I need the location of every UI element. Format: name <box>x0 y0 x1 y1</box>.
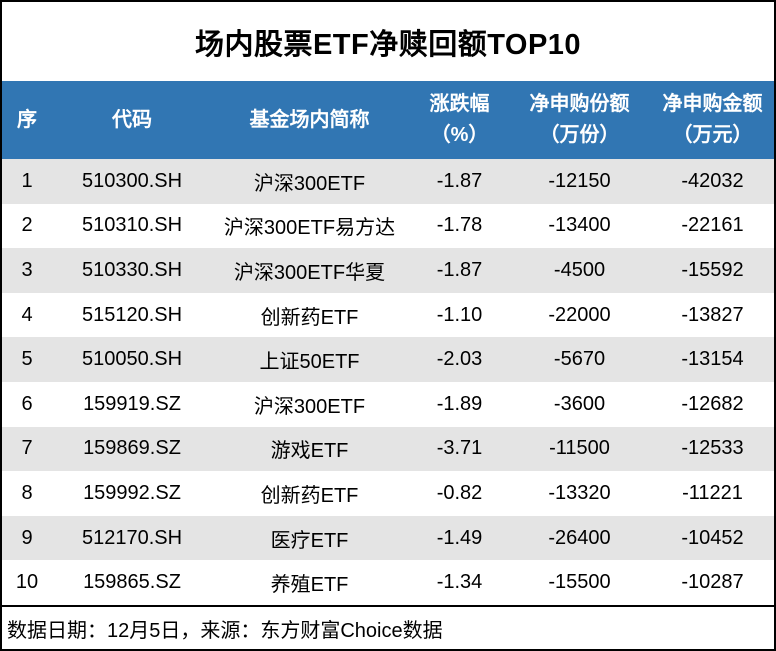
column-header-unit: （万份） <box>539 124 620 146</box>
cell-index: 1 <box>21 169 33 192</box>
cell-fund-name: 创新药ETF <box>260 306 359 329</box>
cell-index: 6 <box>21 392 33 415</box>
cell-code: 510310.SH <box>81 214 183 237</box>
cell-net-shares: -4500 <box>553 258 606 281</box>
column-header-unit: （万元） <box>672 124 753 146</box>
cell-net-shares: -15500 <box>548 571 611 594</box>
table-row: 8 159992.SZ 创新药ETF -0.82 -13320 -11221 <box>2 471 774 516</box>
cell-fund-name: 养殖ETF <box>270 574 349 597</box>
cell-net-shares: -13320 <box>548 481 611 504</box>
cell-fund-name: 医疗ETF <box>270 529 349 552</box>
cell-code: 159865.SZ <box>83 571 181 594</box>
table-header-row: 序 代码 基金场内简称 涨跌幅 （%） 净申购份额 （万份） 净申购金额 （万元… <box>2 81 774 159</box>
cell-code: 512170.SH <box>81 526 183 549</box>
cell-change-pct: -1.78 <box>436 214 483 237</box>
column-header-label: 序 <box>17 108 37 131</box>
cell-net-shares: -22000 <box>548 303 611 326</box>
column-header-code: 代码 <box>52 105 212 136</box>
cell-net-amount: -15592 <box>681 258 744 281</box>
cell-net-shares: -13400 <box>548 214 611 237</box>
page-title: 场内股票ETF净赎回额TOP10 <box>194 28 582 61</box>
cell-net-shares: -5670 <box>553 348 606 371</box>
cell-change-pct: -2.03 <box>436 348 483 371</box>
cell-code: 159919.SZ <box>83 392 181 415</box>
cell-change-pct: -1.89 <box>436 392 483 415</box>
cell-change-pct: -1.87 <box>436 169 483 192</box>
table-body: 1 510300.SH 沪深300ETF -1.87 -12150 -42032… <box>2 159 774 605</box>
cell-net-shares: -26400 <box>548 526 611 549</box>
cell-change-pct: -1.87 <box>436 258 483 281</box>
cell-code: 510050.SH <box>81 348 183 371</box>
cell-change-pct: -1.49 <box>436 526 483 549</box>
column-header-label: 涨跌幅 <box>429 93 490 115</box>
column-header-unit: （%） <box>430 124 489 146</box>
cell-index: 8 <box>21 481 33 504</box>
cell-code: 510330.SH <box>81 258 183 281</box>
column-header-net-subscription-shares: 净申购份额 （万份） <box>512 89 647 151</box>
cell-net-shares: -11500 <box>549 437 610 460</box>
cell-fund-name: 沪深300ETF <box>253 172 366 195</box>
cell-change-pct: -0.82 <box>436 481 483 504</box>
title-band: 场内股票ETF净赎回额TOP10 <box>2 2 774 81</box>
cell-fund-name: 沪深300ETF <box>253 395 366 418</box>
table-row: 7 159869.SZ 游戏ETF -3.71 -11500 -12533 <box>2 426 774 472</box>
cell-fund-name: 游戏ETF <box>270 440 349 463</box>
table-row: 1 510300.SH 沪深300ETF -1.87 -12150 -42032 <box>2 159 774 204</box>
cell-fund-name: 创新药ETF <box>260 484 359 507</box>
table-row: 5 510050.SH 上证50ETF -2.03 -5670 -13154 <box>2 337 774 382</box>
column-header-label: 基金场内简称 <box>249 108 370 131</box>
cell-change-pct: -3.71 <box>436 437 483 460</box>
cell-index: 7 <box>21 437 33 460</box>
cell-change-pct: -1.10 <box>436 303 483 326</box>
cell-net-amount: -10287 <box>681 571 744 594</box>
cell-index: 5 <box>21 348 33 371</box>
table-row: 9 512170.SH 医疗ETF -1.49 -26400 -10452 <box>2 515 774 561</box>
column-header-label: 净申购金额 <box>662 93 763 115</box>
cell-fund-name: 沪深300ETF华夏 <box>233 261 386 284</box>
cell-net-amount: -42032 <box>681 169 744 192</box>
cell-net-amount: -10452 <box>681 526 744 549</box>
cell-net-amount: -13827 <box>681 303 744 326</box>
cell-net-shares: -12150 <box>548 169 611 192</box>
table-row: 2 510310.SH 沪深300ETF易方达 -1.78 -13400 -22… <box>2 203 774 249</box>
table-row: 10 159865.SZ 养殖ETF -1.34 -15500 -10287 <box>2 560 774 605</box>
column-header-fund-name: 基金场内简称 <box>212 105 407 136</box>
cell-net-shares: -3600 <box>553 392 606 415</box>
column-header-net-subscription-amount: 净申购金额 （万元） <box>647 89 774 151</box>
cell-code: 159869.SZ <box>83 437 181 460</box>
cell-index: 3 <box>21 258 33 281</box>
cell-net-amount: -22161 <box>681 214 744 237</box>
cell-code: 159992.SZ <box>83 481 181 504</box>
cell-net-amount: -13154 <box>681 348 744 371</box>
cell-fund-name: 上证50ETF <box>259 351 360 374</box>
table-row: 6 159919.SZ 沪深300ETF -1.89 -3600 -12682 <box>2 381 774 427</box>
data-source-note: 数据日期：12月5日，来源：东方财富Choice数据 <box>2 605 774 649</box>
cell-index: 4 <box>21 303 33 326</box>
column-header-label: 净申购份额 <box>529 93 630 115</box>
cell-net-amount: -11221 <box>682 481 743 504</box>
column-header-label: 代码 <box>112 108 152 131</box>
cell-index: 9 <box>21 526 33 549</box>
cell-code: 510300.SH <box>81 169 183 192</box>
cell-index: 10 <box>15 571 39 594</box>
cell-net-amount: -12682 <box>681 392 744 415</box>
table-row: 4 515120.SH 创新药ETF -1.10 -22000 -13827 <box>2 292 774 338</box>
table-row: 3 510330.SH 沪深300ETF华夏 -1.87 -4500 -1559… <box>2 248 774 293</box>
column-header-change-pct: 涨跌幅 （%） <box>407 89 512 151</box>
cell-net-amount: -12533 <box>681 437 744 460</box>
cell-code: 515120.SH <box>81 303 183 326</box>
cell-fund-name: 沪深300ETF易方达 <box>223 217 396 240</box>
cell-index: 2 <box>21 214 33 237</box>
cell-change-pct: -1.34 <box>436 571 483 594</box>
column-header-index: 序 <box>2 105 52 136</box>
